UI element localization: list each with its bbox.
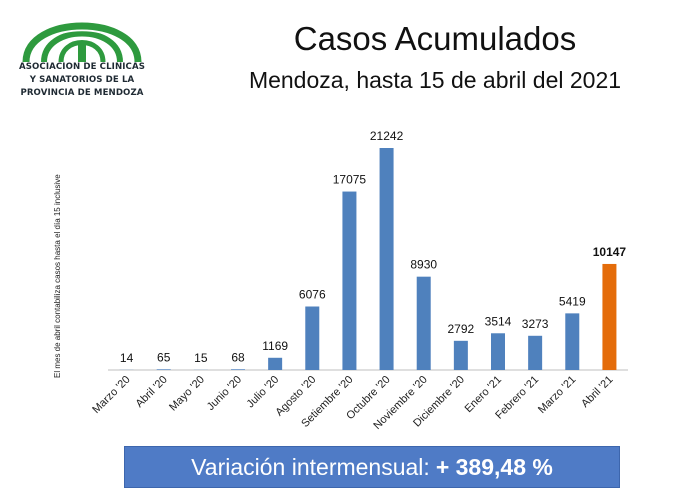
- logo-line-2: Y SANATORIOS DE LA: [29, 75, 135, 85]
- value-label-7: 17075: [333, 173, 367, 187]
- value-label-12: 3273: [522, 317, 549, 331]
- value-label-8: 21242: [370, 129, 404, 143]
- variation-banner: Variación intermensual: + 389,48 %: [124, 446, 620, 488]
- bar-chart: 14 65 15 68 1169 6076 17075 21242 8930 2792 3514 32…: [90, 129, 628, 432]
- bar-11: [491, 333, 505, 370]
- value-label-14: 10147: [593, 245, 627, 259]
- value-label-2: 65: [157, 350, 171, 364]
- value-label-1: 14: [120, 351, 134, 365]
- x-tick-label-3: Mayo '20: [167, 374, 207, 414]
- logo-emblem-icon: [22, 22, 142, 63]
- bar-10: [453, 340, 468, 370]
- logo-line-3: PROVINCIA DE MENDOZA: [20, 88, 144, 98]
- bar-14: [602, 263, 617, 370]
- bar-13: [565, 313, 580, 370]
- logo-line-1: ASOCIACION DE CLINICAS: [18, 62, 145, 72]
- x-tick-label-13: Marzo '21: [536, 374, 578, 416]
- bar-4: [231, 369, 245, 370]
- x-tick-label-2: Abril '20: [133, 374, 169, 410]
- value-label-13: 5419: [559, 294, 586, 308]
- bar-2: [156, 369, 171, 370]
- x-tick-label-14: Abril '21: [579, 374, 615, 410]
- value-label-5: 1169: [262, 339, 288, 353]
- value-label-10: 2792: [448, 322, 475, 336]
- logo: ASOCIACION DE CLINICAS Y SANATORIOS DE L…: [4, 4, 160, 104]
- bar-9: [416, 276, 431, 370]
- chart-title: Casos Acumulados: [293, 20, 577, 57]
- value-label-11: 3514: [485, 314, 512, 328]
- bar-6: [305, 306, 320, 370]
- value-label-9: 8930: [410, 258, 437, 272]
- banner-label: Variación intermensual:: [191, 453, 430, 480]
- chart-subtitle: Mendoza, hasta 15 de abril del 2021: [248, 67, 622, 93]
- bar-8: [379, 148, 394, 370]
- value-label-3: 15: [194, 351, 208, 365]
- banner-value: + 389,48 %: [435, 453, 553, 480]
- value-label-4: 68: [231, 350, 245, 364]
- value-label-6: 6076: [299, 287, 326, 301]
- x-tick-label-1: Marzo '20: [90, 374, 132, 416]
- x-tick-label-4: Junio '20: [205, 374, 244, 413]
- x-tick-label-5: Julio '20: [244, 374, 281, 411]
- bar-12: [528, 335, 543, 370]
- bar-7: [342, 191, 357, 370]
- bar-5: [268, 357, 283, 370]
